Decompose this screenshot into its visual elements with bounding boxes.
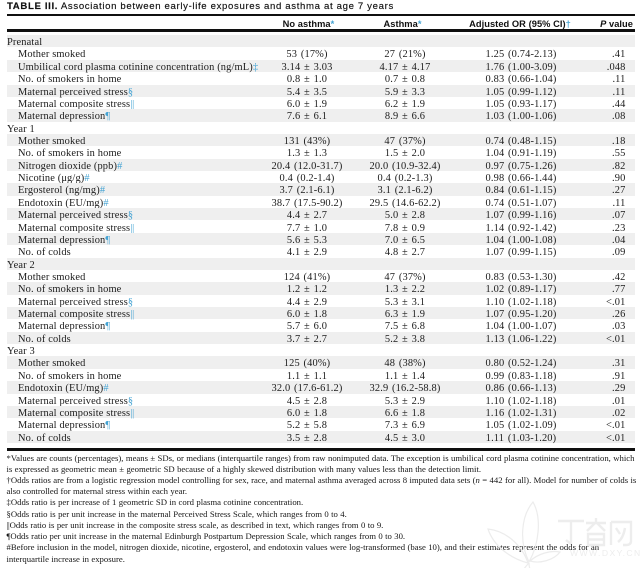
svg-text:WWW.DXY.CN: WWW.DXY.CN bbox=[570, 548, 640, 558]
